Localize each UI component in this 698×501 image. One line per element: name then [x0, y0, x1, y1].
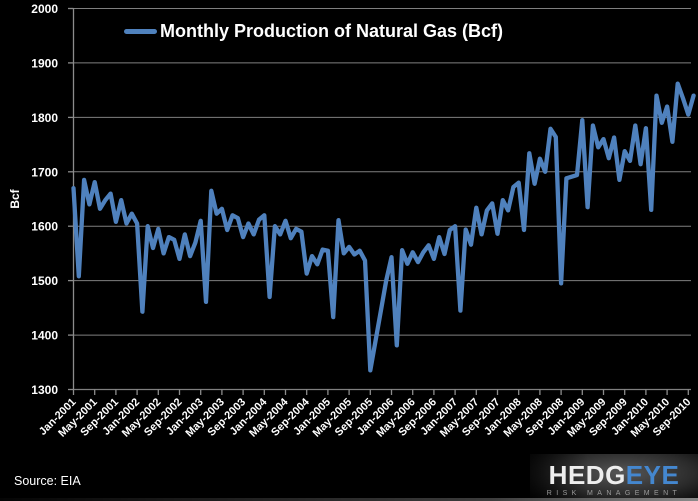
hedgeye-wordmark: HEDGEYE — [538, 462, 690, 488]
y-tick-label: 1600 — [31, 220, 58, 234]
y-tick-label: 1400 — [31, 329, 58, 343]
gridlines — [73, 8, 691, 391]
legend-line-swatch — [124, 29, 157, 34]
y-tick-label: 1700 — [31, 165, 58, 179]
y-tick-label: 1500 — [31, 274, 58, 288]
y-tick-label: 2000 — [31, 2, 58, 16]
chart-legend: Monthly Production of Natural Gas (Bcf) — [124, 21, 503, 42]
y-axis-ticks — [68, 7, 74, 391]
y-axis-title: Bcf — [8, 189, 22, 209]
source-note: Source: EIA — [14, 474, 81, 488]
logo-background-fade — [498, 454, 698, 501]
logo-text-eye: EYE — [625, 460, 680, 490]
y-tick-label: 1900 — [31, 56, 58, 70]
x-axis-ticks — [72, 389, 689, 395]
hedgeye-logo: HEDGEYE RISK MANAGEMENT — [538, 462, 690, 497]
logo-tagline: RISK MANAGEMENT — [546, 490, 682, 497]
y-tick-label: 1300 — [31, 383, 58, 397]
y-axis-labels: 1300 1400 1500 1600 1700 1800 1900 2000 — [31, 2, 58, 397]
chart-title: Monthly Production of Natural Gas (Bcf) — [160, 21, 504, 41]
footer-gradient-strip — [0, 498, 698, 501]
production-line-series — [71, 81, 696, 373]
x-axis-labels: Jan-2001May-2001Sep-2001Jan-2002May-2002… — [37, 396, 694, 440]
y-tick-label: 1800 — [31, 111, 58, 125]
logo-text-hedg: HEDG — [548, 460, 626, 490]
